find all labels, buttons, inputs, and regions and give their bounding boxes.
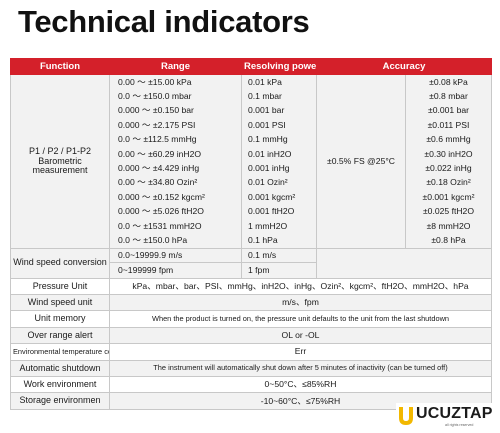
accuracy-cell: ±0.08 kPa: [405, 74, 492, 90]
accuracy-cell: ±0.8 hPa: [405, 233, 492, 249]
accuracy-cell: ±0.18 Ozin²: [405, 175, 492, 191]
resolution-cell: 0.001 kgcm²: [241, 190, 317, 205]
range-cell: 0~199999 fpm: [109, 261, 242, 279]
header-row: Function Range Resolving power Accuracy: [10, 58, 492, 75]
barometric-function-line1: P1 / P2 / P1-P2: [28, 146, 92, 157]
range-cell: 0.00 ～ ±34.80 Ozin²: [109, 175, 242, 191]
table-row: 0.0 ～ ±1531 mmH2O 1 mmH2O ±8 mmH2O: [11, 218, 492, 234]
resolution-cell: 0.1 hPa: [241, 233, 317, 249]
table-row: Unit memory When the product is turned o…: [10, 310, 492, 328]
misc-label: Over range alert: [10, 326, 110, 345]
header-resolving: Resolving power: [241, 58, 317, 75]
table-row: 0.00 ～ ±60.29 inH2O 0.01 inH2O ±0.30 inH…: [11, 146, 492, 162]
header-accuracy: Accuracy: [316, 58, 492, 75]
resolution-cell: 1 fpm: [241, 261, 317, 279]
brand-name: UCUZTAP: [416, 405, 493, 422]
wind-function-cell: Wind speed conversion: [10, 247, 110, 279]
misc-label: Pressure Unit: [10, 277, 110, 296]
misc-value: OL or -OL: [109, 326, 492, 345]
resolution-cell: 0.001 bar: [241, 103, 317, 119]
accuracy-overall-cell: ±0.5% FS @25°C: [316, 74, 406, 249]
range-cell: 0.000 ～ ±5.026 ftH2O: [109, 204, 242, 219]
table-row: 0.000 ～ ±2.175 PSI 0.001 PSI ±0.011 PSI: [11, 118, 492, 133]
range-cell: 0.0 ～ ±150.0 hPa: [109, 233, 242, 249]
range-cell: 0.0 ～ ±1531 mmH2O: [109, 218, 242, 234]
wind-accuracy-blank: [316, 247, 492, 279]
range-cell: 0.00 ～ ±60.29 inH2O: [109, 146, 242, 162]
misc-value: 0~50°C、≤85%RH: [109, 376, 492, 394]
misc-label: Unit memory: [10, 310, 110, 328]
table-row: Environmental temperature compensation f…: [10, 343, 492, 361]
accuracy-cell: ±0.011 PSI: [405, 118, 492, 133]
misc-label: Storage environmen: [10, 392, 110, 410]
table-row: P1 / P2 / P1-P2 Barometric measurement 0.…: [10, 74, 492, 249]
resolution-cell: 1 mmH2O: [241, 218, 317, 234]
accuracy-cell: ±8 mmH2O: [405, 218, 492, 234]
table-row: 0.0 ～ ±112.5 mmHg 0.1 mmHg ±0.6 mmHg: [11, 132, 492, 147]
misc-value: When the product is turned on, the press…: [109, 310, 492, 328]
table-row: 0.000 ～ ±0.152 kgcm² 0.001 kgcm² ±0.001 …: [11, 190, 492, 205]
barometric-function-line2: Barometric measurement: [32, 155, 88, 176]
table-row: Wind speed conversion 0.0~19999.9 m/s 0.…: [10, 247, 492, 279]
brand-logo-icon: [399, 407, 413, 425]
barometric-group: P1 / P2 / P1-P2 Barometric measurement 0.…: [10, 74, 492, 249]
range-cell: 0.000 ～ ±4.429 inHg: [109, 161, 242, 176]
misc-label: Environmental temperature compensation f…: [10, 343, 110, 361]
accuracy-cell: ±0.022 inHg: [405, 161, 492, 176]
misc-value: The instrument will automatically shut d…: [109, 359, 492, 378]
brand-logo: UCUZTAP all rights reserved: [396, 403, 496, 431]
wind-group: Wind speed conversion 0.0~19999.9 m/s 0.…: [10, 247, 492, 279]
table-row: 0.000 ～ ±0.150 bar 0.001 bar ±0.001 bar: [11, 103, 492, 119]
range-cell: 0.00 ～ ±15.00 kPa: [109, 74, 242, 90]
range-cell: 0.0~19999.9 m/s: [109, 247, 242, 263]
resolution-cell: 0.01 kPa: [241, 74, 317, 90]
table-row: Automatic shutdown The instrument will a…: [10, 359, 492, 378]
spec-table: Function Range Resolving power Accuracy …: [10, 58, 492, 410]
table-row: 0.000 ～ ±5.026 ftH2O 0.001 ftH2O ±0.025 …: [11, 204, 492, 219]
misc-label: Wind speed unit: [10, 294, 110, 312]
header-range: Range: [109, 58, 242, 75]
table-row: Work environment 0~50°C、≤85%RH: [10, 376, 492, 394]
brand-tagline: all rights reserved: [445, 423, 474, 427]
range-cell: 0.000 ～ ±0.152 kgcm²: [109, 190, 242, 205]
range-cell: 0.000 ～ ±0.150 bar: [109, 103, 242, 119]
resolution-cell: 0.1 m/s: [241, 247, 317, 263]
table-row: 0.000 ～ ±4.429 inHg 0.001 inHg ±0.022 in…: [11, 161, 492, 176]
resolution-cell: 0.01 inH2O: [241, 146, 317, 162]
accuracy-cell: ±0.8 mbar: [405, 89, 492, 104]
table-row: Wind speed unit m/s、fpm: [10, 294, 492, 312]
misc-label: Automatic shutdown: [10, 359, 110, 378]
page-title: Technical indicators: [18, 4, 310, 39]
table-row: 0.0 ～ ±150.0 mbar 0.1 mbar ±0.8 mbar: [11, 89, 492, 104]
accuracy-cell: ±0.30 inH2O: [405, 146, 492, 162]
misc-value: Err: [109, 343, 492, 361]
accuracy-cell: ±0.025 ftH2O: [405, 204, 492, 219]
range-cell: 0.0 ～ ±150.0 mbar: [109, 89, 242, 104]
misc-value: kPa、mbar、bar、PSI、mmHg、inH2O、inHg、Ozin²、k…: [109, 277, 492, 296]
table-row: Over range alert OL or -OL: [10, 326, 492, 345]
resolution-cell: 0.1 mbar: [241, 89, 317, 104]
misc-group: Pressure Unit kPa、mbar、bar、PSI、mmHg、inH2…: [10, 277, 492, 410]
header-function: Function: [10, 58, 110, 75]
accuracy-cell: ±0.6 mmHg: [405, 132, 492, 147]
range-cell: 0.000 ～ ±2.175 PSI: [109, 118, 242, 133]
misc-label: Work environment: [10, 376, 110, 394]
resolution-cell: 0.001 inHg: [241, 161, 317, 176]
table-row: 0~199999 fpm 1 fpm: [11, 261, 492, 279]
resolution-cell: 0.1 mmHg: [241, 132, 317, 147]
table-row: 0.00 ～ ±34.80 Ozin² 0.01 Ozin² ±0.18 Ozi…: [11, 175, 492, 191]
resolution-cell: 0.001 PSI: [241, 118, 317, 133]
misc-value: m/s、fpm: [109, 294, 492, 312]
accuracy-cell: ±0.001 kgcm²: [405, 190, 492, 205]
resolution-cell: 0.01 Ozin²: [241, 175, 317, 191]
barometric-function-cell: P1 / P2 / P1-P2 Barometric measurement: [10, 74, 110, 249]
accuracy-cell: ±0.001 bar: [405, 103, 492, 119]
table-row: Pressure Unit kPa、mbar、bar、PSI、mmHg、inH2…: [10, 277, 492, 296]
resolution-cell: 0.001 ftH2O: [241, 204, 317, 219]
range-cell: 0.0 ～ ±112.5 mmHg: [109, 132, 242, 147]
